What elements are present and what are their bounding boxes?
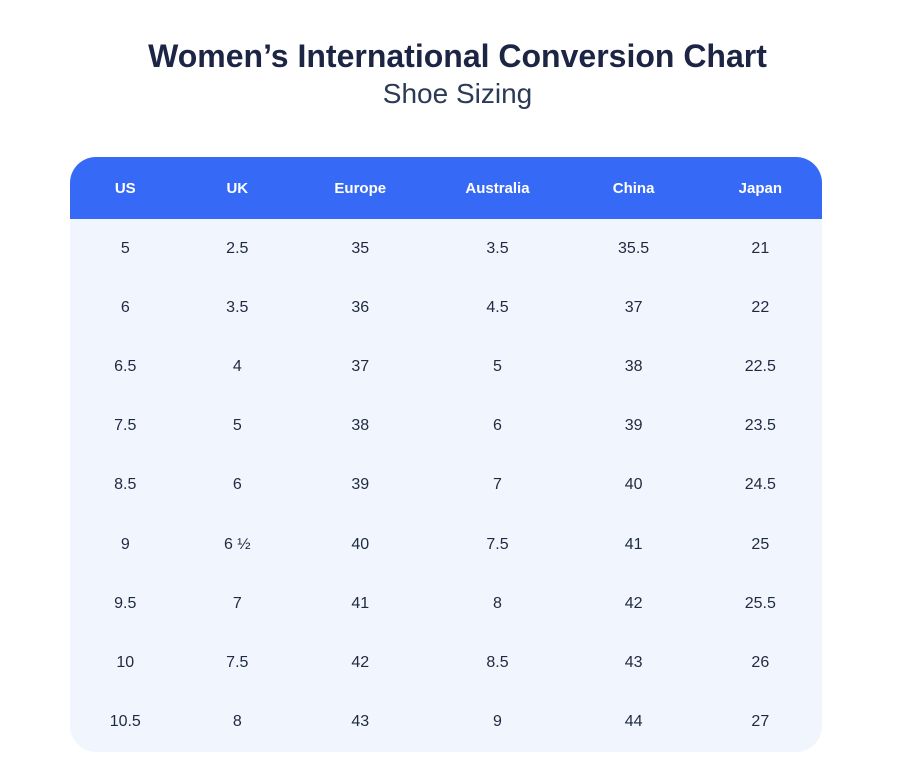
column-header-australia: Australia <box>465 179 530 197</box>
table-cell: 7 <box>232 594 242 612</box>
table-cell: 6 <box>493 417 502 435</box>
table-row: 5 2.5 35 3.5 35.5 21 <box>70 219 822 278</box>
table-cell: 39 <box>351 476 370 494</box>
table-cell: 35 <box>351 239 370 257</box>
table-cell: 22 <box>751 298 770 316</box>
table-cell: 8.5 <box>486 654 509 672</box>
table-cell: 8 <box>232 713 242 731</box>
table-row: 9.5 7 41 8 42 25.5 <box>70 574 822 633</box>
table-cell: 9 <box>493 713 502 731</box>
table-cell: 23.5 <box>744 417 776 435</box>
table-cell: 5 <box>232 417 242 435</box>
conversion-table: US UK Europe Australia China Japan 5 2.5 35 3.5 3… <box>70 157 822 752</box>
table-cell: 3.5 <box>226 298 249 316</box>
table-cell: 35.5 <box>618 239 650 257</box>
page-subtitle: Shoe Sizing <box>382 77 533 109</box>
column-header-uk: UK <box>226 179 249 197</box>
table-cell: 21 <box>751 239 770 257</box>
column-header-us: US <box>114 179 136 197</box>
table-cell: 4 <box>232 358 242 376</box>
table-cell: 43 <box>351 713 370 731</box>
table-cell: 41 <box>351 594 370 612</box>
table-cell: 10 <box>116 654 135 672</box>
table-cell: 3.5 <box>486 239 509 257</box>
table-cell: 9.5 <box>114 594 137 612</box>
table-cell: 7.5 <box>114 417 137 435</box>
table-cell: 27 <box>751 713 770 731</box>
table-cell: 25.5 <box>744 594 776 612</box>
table-cell: 9 <box>120 535 130 553</box>
table-header-row: US UK Europe Australia China Japan <box>70 157 822 219</box>
table-cell: 37 <box>624 298 643 316</box>
table-cell: 37 <box>351 358 370 376</box>
table-cell: 7.5 <box>486 535 509 553</box>
table-cell: 40 <box>624 476 643 494</box>
table-cell: 7 <box>493 476 502 494</box>
table-row: 8.5 6 39 7 40 24.5 <box>70 456 822 515</box>
table-cell: 5 <box>493 358 502 376</box>
table-cell: 7.5 <box>226 654 249 672</box>
table-cell: 5 <box>120 239 130 257</box>
table-cell: 25 <box>751 535 770 553</box>
table-cell: 22.5 <box>744 358 776 376</box>
table-row: 9 6 ½ 40 7.5 41 25 <box>70 515 822 574</box>
table-cell: 8.5 <box>114 476 137 494</box>
table-cell: 6.5 <box>114 358 137 376</box>
table-cell: 2.5 <box>226 239 249 257</box>
table-cell: 10.5 <box>109 713 141 731</box>
column-header-japan: Japan <box>738 179 782 197</box>
table-cell: 39 <box>624 417 643 435</box>
table-cell: 6 <box>232 476 242 494</box>
page-title: Women’s International Conversion Chart <box>148 38 767 74</box>
table-cell: 26 <box>751 654 770 672</box>
table-row: 6.5 4 37 5 38 22.5 <box>70 337 822 396</box>
table-row: 10.5 8 43 9 44 27 <box>70 693 822 752</box>
table-cell: 43 <box>624 654 643 672</box>
table-row: 10 7.5 42 8.5 43 26 <box>70 634 822 693</box>
table-cell: 42 <box>624 594 643 612</box>
column-header-europe: Europe <box>334 179 387 197</box>
table-cell: 40 <box>351 535 370 553</box>
table-row: 7.5 5 38 6 39 23.5 <box>70 397 822 456</box>
table-cell: 41 <box>624 535 643 553</box>
table-cell: 42 <box>351 654 370 672</box>
table-cell: 4.5 <box>486 298 509 316</box>
table-cell: 38 <box>351 417 370 435</box>
table-cell: 36 <box>351 298 370 316</box>
table-cell: 8 <box>493 594 502 612</box>
table-row: 6 3.5 36 4.5 37 22 <box>70 278 822 337</box>
table-cell: 38 <box>624 358 643 376</box>
table-cell: 6 <box>120 298 130 316</box>
column-header-china: China <box>612 179 655 197</box>
conversion-table-panel: US UK Europe Australia China Japan 5 2.5 35 3.5 3… <box>70 157 822 752</box>
table-cell: 6 ½ <box>223 535 251 553</box>
table-cell: 44 <box>624 713 643 731</box>
table-cell: 24.5 <box>744 476 776 494</box>
